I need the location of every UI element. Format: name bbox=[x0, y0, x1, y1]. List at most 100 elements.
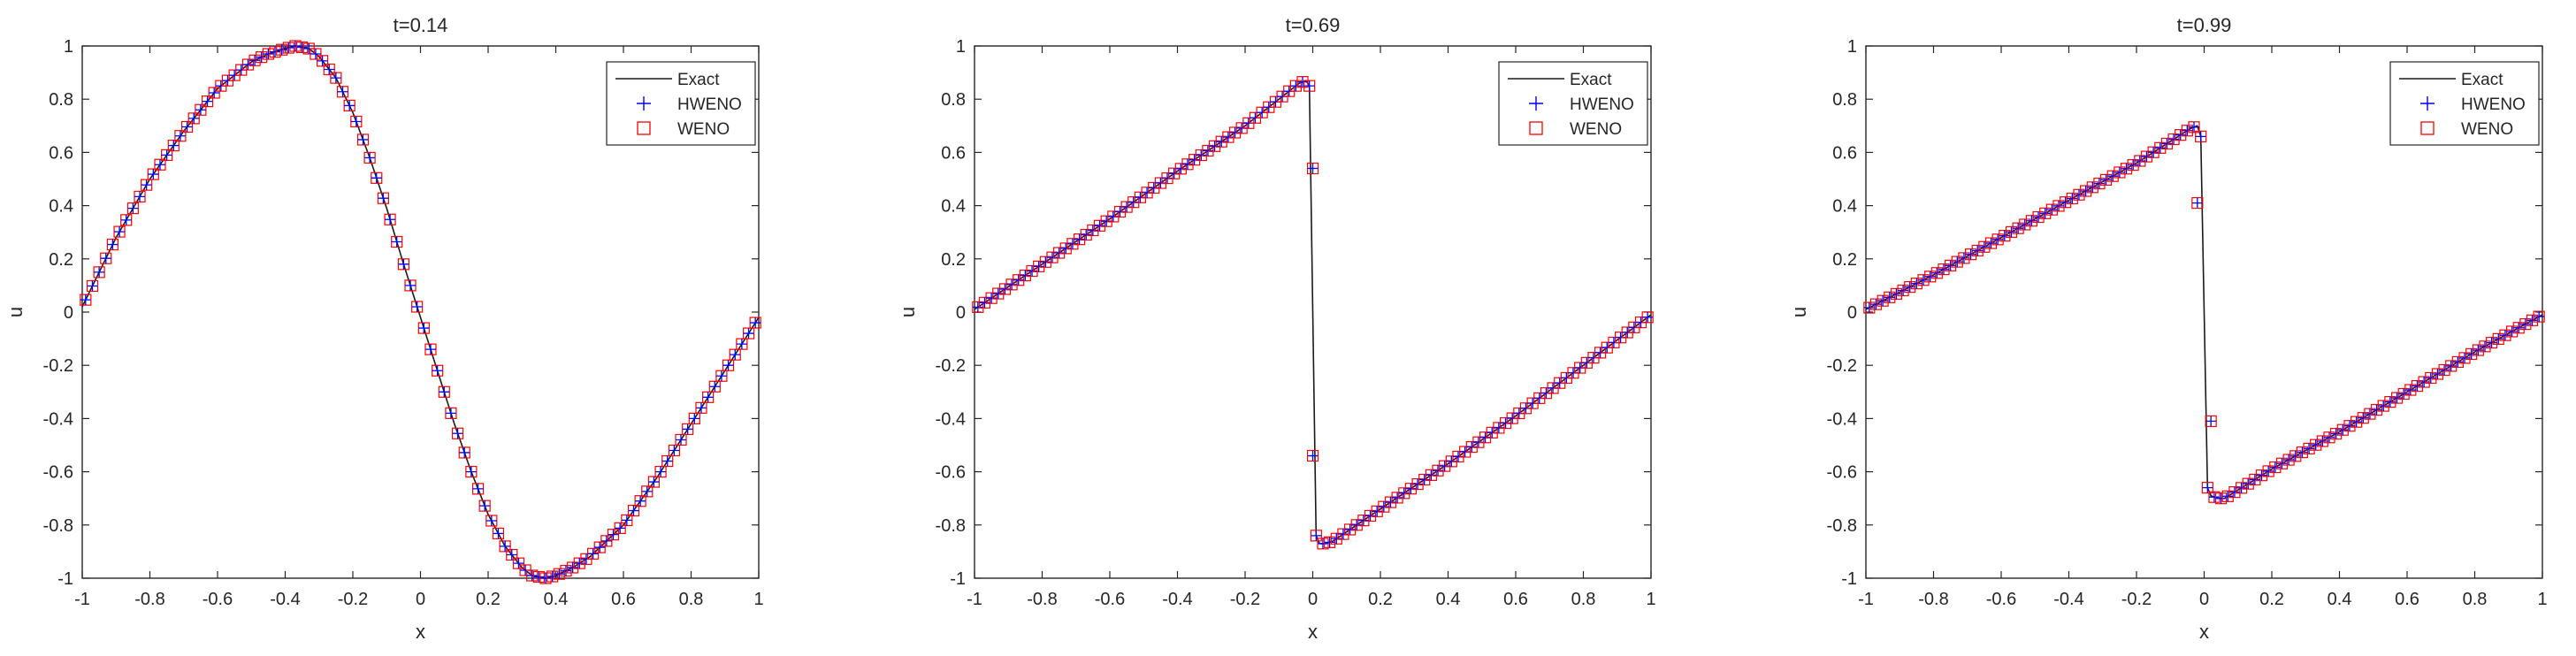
hweno-marker bbox=[1378, 501, 1389, 513]
hweno-marker bbox=[1020, 270, 1031, 281]
hweno-marker bbox=[621, 515, 632, 526]
hweno-marker bbox=[1642, 311, 1654, 323]
hweno-marker bbox=[2513, 322, 2525, 333]
hweno-marker bbox=[2263, 465, 2274, 477]
y-tick-label: 0.2 bbox=[1832, 250, 1857, 270]
hweno-marker bbox=[2168, 133, 2180, 145]
series-exact-line bbox=[1865, 125, 2543, 500]
hweno-marker bbox=[2519, 318, 2531, 330]
hweno-marker bbox=[1013, 274, 1024, 286]
y-axis-label: u bbox=[4, 307, 27, 317]
x-tick-label: -0.2 bbox=[2121, 590, 2152, 609]
y-tick-label: -1 bbox=[950, 569, 966, 589]
hweno-marker bbox=[682, 423, 693, 435]
hweno-marker bbox=[134, 191, 146, 202]
hweno-marker bbox=[168, 140, 180, 151]
hweno-marker bbox=[2053, 200, 2065, 211]
hweno-marker bbox=[1972, 245, 1984, 256]
legend-box bbox=[1498, 61, 1648, 146]
hweno-marker bbox=[445, 408, 456, 419]
hweno-marker bbox=[2473, 345, 2484, 356]
hweno-marker bbox=[1317, 538, 1328, 549]
hweno-marker bbox=[330, 72, 341, 84]
hweno-marker bbox=[2121, 163, 2132, 174]
hweno-marker bbox=[2317, 435, 2328, 446]
y-axis-label: u bbox=[1788, 307, 1810, 317]
hweno-marker bbox=[439, 386, 450, 398]
y-tick-label: -0.2 bbox=[43, 356, 73, 376]
x-tick-label: 1 bbox=[753, 590, 763, 609]
hweno-marker bbox=[689, 413, 700, 424]
y-tick-label: -0.4 bbox=[936, 409, 966, 429]
hweno-marker bbox=[2100, 174, 2112, 186]
hweno-marker bbox=[1372, 506, 1383, 517]
y-tick-label: 0.8 bbox=[49, 90, 73, 110]
x-tick-label: -0.6 bbox=[1095, 590, 1125, 609]
hweno-marker bbox=[1033, 261, 1044, 272]
hweno-marker bbox=[2006, 226, 2017, 238]
x-tick-label: 0.8 bbox=[1571, 590, 1596, 609]
hweno-marker bbox=[357, 133, 369, 145]
hweno-marker bbox=[1863, 302, 1875, 314]
hweno-marker bbox=[1344, 523, 1356, 535]
legend: Exact HWENO WENO bbox=[1498, 61, 1648, 146]
hweno-marker bbox=[2154, 142, 2166, 154]
x-tick-label: -0.2 bbox=[1230, 590, 1260, 609]
x-tick-label: 0.8 bbox=[2463, 590, 2488, 609]
hweno-marker bbox=[628, 505, 639, 516]
hweno-marker bbox=[324, 64, 335, 75]
panel-3: -1 -0.8 -0.6 -0.4 -0.2 0 0.2 0.4 0.6 0.8 1 -1 -0.8 -0… bbox=[1788, 14, 2548, 643]
hweno-marker bbox=[2249, 474, 2260, 485]
hweno-marker bbox=[2222, 491, 2234, 502]
hweno-marker bbox=[1405, 483, 1417, 494]
hweno-marker bbox=[2384, 396, 2396, 408]
x-tick-label: 0.4 bbox=[544, 590, 569, 609]
hweno-marker bbox=[1364, 510, 1376, 522]
chart-title: t=0.14 bbox=[394, 14, 448, 36]
x-tick-label: 0.4 bbox=[1436, 590, 1461, 609]
hweno-marker bbox=[2134, 155, 2145, 166]
hweno-marker bbox=[1209, 141, 1220, 152]
hweno-marker bbox=[2033, 211, 2045, 223]
hweno-marker bbox=[1898, 285, 1909, 296]
panel-2: -1 -0.8 -0.6 -0.4 -0.2 0 0.2 0.4 0.6 0.8 1 -1 -0.8 -0… bbox=[897, 14, 1656, 643]
hweno-marker bbox=[87, 280, 98, 292]
hweno-marker bbox=[594, 542, 606, 553]
hweno-marker bbox=[1357, 515, 1369, 526]
hweno-marker bbox=[2310, 439, 2321, 451]
y-tick-label: -0.2 bbox=[936, 356, 966, 376]
hweno-marker bbox=[127, 202, 139, 214]
hweno-marker bbox=[398, 258, 409, 270]
y-tick-label: -0.8 bbox=[1827, 516, 1857, 536]
hweno-marker bbox=[94, 266, 105, 278]
x-tick-label: 0.2 bbox=[2259, 590, 2284, 609]
hweno-marker bbox=[1216, 136, 1227, 148]
hweno-marker bbox=[2324, 431, 2335, 443]
x-tick-label: -1 bbox=[1858, 590, 1874, 609]
y-tick-label: -0.6 bbox=[1827, 463, 1857, 483]
hweno-marker bbox=[641, 485, 653, 497]
y-tick-label: 1 bbox=[64, 37, 73, 57]
hweno-marker bbox=[195, 104, 206, 116]
hweno-marker bbox=[1060, 242, 1072, 254]
hweno-marker bbox=[378, 193, 389, 204]
hweno-marker bbox=[567, 561, 578, 573]
hweno-marker bbox=[2202, 482, 2213, 493]
hweno-marker bbox=[1066, 238, 1078, 249]
hweno-marker bbox=[337, 86, 348, 97]
series-exact-line bbox=[81, 45, 760, 579]
hweno-marker bbox=[2191, 197, 2203, 209]
hweno-marker bbox=[2391, 393, 2403, 404]
y-tick-label: 0.8 bbox=[1832, 90, 1857, 110]
hweno-marker bbox=[2093, 178, 2105, 189]
hweno-marker bbox=[554, 568, 565, 580]
legend-label-hweno: HWENO bbox=[677, 95, 742, 114]
y-tick-label: 0 bbox=[956, 303, 966, 323]
hweno-marker bbox=[141, 179, 152, 191]
x-axis-label: x bbox=[2199, 621, 2209, 643]
hweno-marker bbox=[479, 500, 491, 512]
hweno-marker bbox=[972, 301, 983, 313]
hweno-marker bbox=[750, 317, 761, 329]
hweno-marker bbox=[2189, 121, 2200, 133]
x-tick-label: 0 bbox=[1308, 590, 1318, 609]
